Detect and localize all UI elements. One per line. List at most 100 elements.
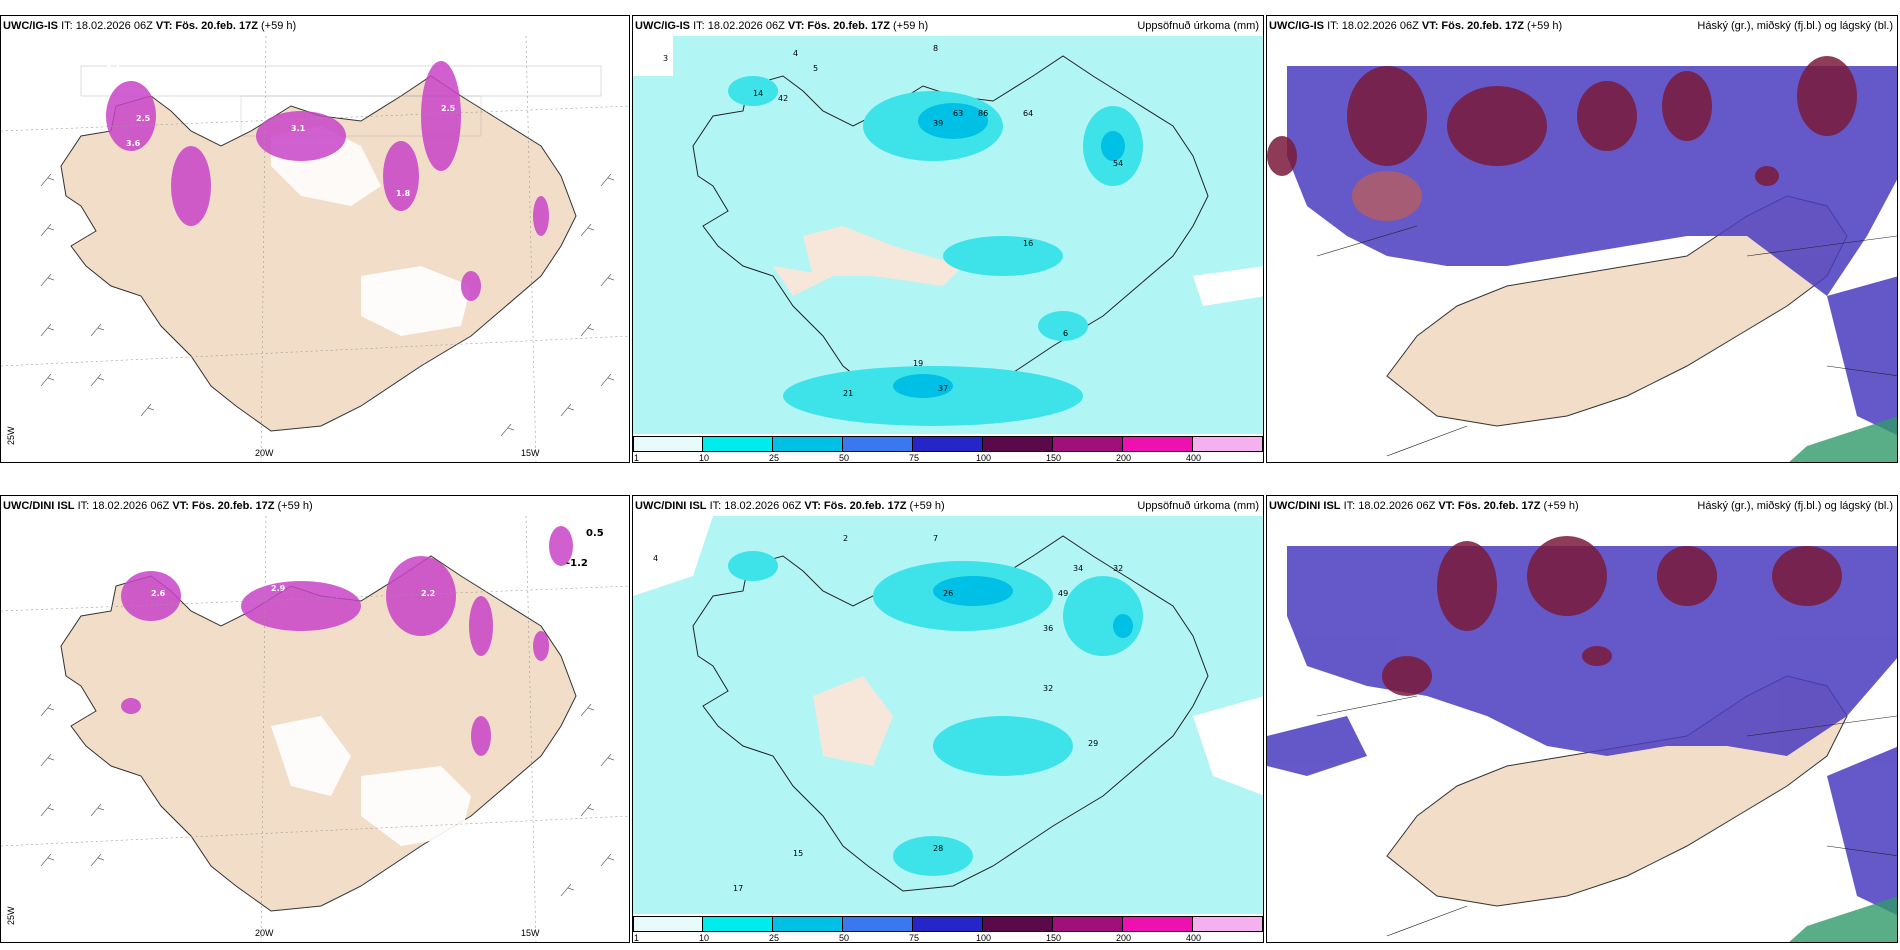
cb-label: 75 <box>909 453 920 463</box>
valid-time: Fös. 20.feb. 17Z <box>823 500 907 512</box>
panel-precip-ig-is: UWC/IG-IS IT: 18.02.2026 06Z VT: Fös. 20… <box>632 15 1264 463</box>
lead-time: (+59 h) <box>277 500 313 512</box>
precip-value: 26 <box>943 589 953 598</box>
cb-label: 50 <box>839 933 850 943</box>
precip-value: 2 <box>843 534 848 543</box>
panel-wind-dini: UWC/DINI ISL IT: 18.02.2026 06Z VT: Fös.… <box>0 495 630 943</box>
valid-time: Fös. 20.feb. 17Z <box>175 20 258 32</box>
valid-label: VT: <box>172 500 189 512</box>
panel-header: UWC/IG-IS IT: 18.02.2026 06Z VT: Fös. 20… <box>1267 16 1897 36</box>
cb-label: 200 <box>1116 933 1132 943</box>
product-title: Háský (gr.), miðský (fj.bl.) og lágský (… <box>1697 20 1893 32</box>
precip-value: 3 <box>663 54 668 63</box>
product-title: Háský (gr.), miðský (fj.bl.) og lágský (… <box>1697 500 1893 512</box>
model-name: UWC/IG-IS <box>1269 20 1324 32</box>
model-name: UWC/IG-IS <box>635 20 690 32</box>
gust-label: 1.8 <box>396 189 411 198</box>
valid-time: Fös. 20.feb. 17Z <box>191 500 275 512</box>
valid-label: VT: <box>787 20 805 32</box>
wind-barbs <box>40 703 615 897</box>
precip-value: 63 <box>953 109 963 118</box>
valid-label: VT: <box>1438 500 1455 512</box>
precip-value: 32 <box>1043 684 1053 693</box>
precip-value: 54 <box>1113 159 1123 168</box>
init-time: IT: 18.02.2026 06Z <box>709 500 802 512</box>
precip-value: 32 <box>1113 564 1123 573</box>
precip-value: 7 <box>933 534 938 543</box>
gust-label: 0.4 <box>106 64 121 73</box>
panel-precip-dini: UWC/DINI ISL IT: 18.02.2026 06Z VT: Fös.… <box>632 495 1264 943</box>
precip-value: 8 <box>933 44 938 53</box>
precip-value: 15 <box>793 849 803 858</box>
precip-map: 3 4 5 8 14 42 39 63 86 64 54 16 6 19 21 … <box>633 36 1263 436</box>
precip-value: 4 <box>653 554 658 563</box>
wind-barbs <box>40 173 615 437</box>
lon-label-15w: 15W <box>521 448 540 458</box>
cb-label: 100 <box>976 933 992 943</box>
gust-label: -1.2 <box>566 558 588 569</box>
lon-label-20w: 20W <box>255 448 274 458</box>
cb-label: 100 <box>976 453 992 463</box>
cb-label: 400 <box>1186 453 1202 463</box>
gust-label: 3.1 <box>291 124 306 133</box>
high-cloud <box>1267 56 1857 186</box>
valid-label: VT: <box>804 500 821 512</box>
cb-label: 150 <box>1046 933 1062 943</box>
precip-value: 86 <box>978 109 988 118</box>
precip-value: 36 <box>1043 624 1053 633</box>
panel-wind-ig-is: UWC/IG-IS IT: 18.02.2026 06Z VT: Fös. 20… <box>0 15 630 463</box>
gust-label: 3.6 <box>126 139 141 148</box>
gust-label: 2.6 <box>151 589 166 598</box>
product-title: Uppsöfnuð úrkoma (mm) <box>1137 500 1259 512</box>
precip-value: 64 <box>1023 109 1033 118</box>
lon-label-25w: 25W <box>6 426 16 445</box>
gust-label: 2.5 <box>136 114 151 123</box>
valid-time: Fös. 20.feb. 17Z <box>1441 20 1524 32</box>
lon-label-20w: 20W <box>255 928 274 938</box>
model-name: UWC/DINI ISL <box>3 500 75 512</box>
precip-map: 4 2 7 34 32 26 49 36 32 29 15 28 17 <box>633 516 1263 916</box>
lon-label-15w: 15W <box>521 928 540 938</box>
init-time: IT: 18.02.2026 06Z <box>693 20 785 32</box>
panel-cloud-ig-is: UWC/IG-IS IT: 18.02.2026 06Z VT: Fös. 20… <box>1266 15 1898 463</box>
precip-value: 14 <box>753 89 763 98</box>
cb-label: 200 <box>1116 453 1132 463</box>
lead-time: (+59 h) <box>893 20 929 32</box>
init-time: IT: 18.02.2026 06Z <box>77 500 170 512</box>
precip-value: 17 <box>733 884 743 893</box>
cb-label: 400 <box>1186 933 1202 943</box>
panel-header: UWC/DINI ISL IT: 18.02.2026 06Z VT: Fös.… <box>1 496 629 516</box>
precip-value: 4 <box>793 49 798 58</box>
init-time: IT: 18.02.2026 06Z <box>61 20 153 32</box>
valid-time: Fös. 20.feb. 17Z <box>807 20 890 32</box>
colorbar: 1 10 25 50 75 100 150 200 400 <box>633 914 1263 942</box>
init-time: IT: 18.02.2026 06Z <box>1327 20 1419 32</box>
lead-time: (+59 h) <box>1527 20 1563 32</box>
cb-label: 50 <box>839 453 850 463</box>
cb-label: 10 <box>699 933 710 943</box>
model-name: UWC/DINI ISL <box>635 500 707 512</box>
lead-time: (+59 h) <box>1543 500 1579 512</box>
panel-cloud-dini: UWC/DINI ISL IT: 18.02.2026 06Z VT: Fös.… <box>1266 495 1898 943</box>
mid-cloud <box>1287 66 1897 436</box>
high-cloud <box>1382 536 1842 696</box>
precip-value: 6 <box>1063 329 1068 338</box>
precip-value: 28 <box>933 844 943 853</box>
gust-label: 2.5 <box>441 104 456 113</box>
iceland-outline <box>692 535 1209 892</box>
cb-label: 25 <box>769 453 780 463</box>
precip-value: 42 <box>778 94 788 103</box>
product-title: Uppsöfnuð úrkoma (mm) <box>1137 20 1259 32</box>
precip-value: 21 <box>843 389 853 398</box>
gust-label: 2.9 <box>271 584 286 593</box>
gust-label: 0.5 <box>586 528 604 539</box>
cloud-map <box>1267 36 1897 462</box>
lead-time: (+59 h) <box>909 500 945 512</box>
colorbar: 1 10 25 50 75 100 150 200 400 <box>633 434 1263 462</box>
gust-magenta-areas <box>121 526 573 756</box>
gust-magenta-areas <box>106 61 549 301</box>
wind-map: 0.2 2.6 2.9 2.2 -1.2 0.5 20W 15W 25W <box>1 516 629 942</box>
gust-label: 2.2 <box>421 589 435 598</box>
cb-label: 1 <box>634 933 640 943</box>
model-name: UWC/IG-IS <box>3 20 58 32</box>
